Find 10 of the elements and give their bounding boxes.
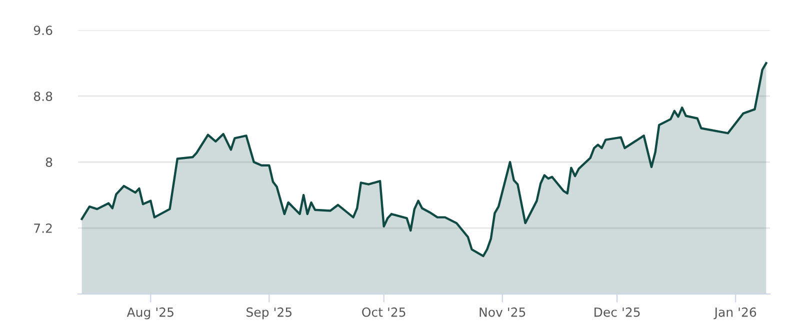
- x-tick-label: Oct '25: [362, 307, 406, 317]
- y-tick-label: 9.6: [34, 26, 52, 36]
- y-tick-label: 8: [46, 158, 52, 167]
- x-tick-label: Nov '25: [480, 307, 526, 317]
- x-tick-label: Sep '25: [246, 307, 292, 320]
- y-tick-label: 8.8: [34, 92, 52, 102]
- x-tick-label: Aug '25: [126, 307, 174, 320]
- x-tick-label: Jan '26: [714, 307, 756, 320]
- x-tick-label: Dec '25: [594, 307, 640, 317]
- y-tick-label: 7.2: [34, 224, 52, 233]
